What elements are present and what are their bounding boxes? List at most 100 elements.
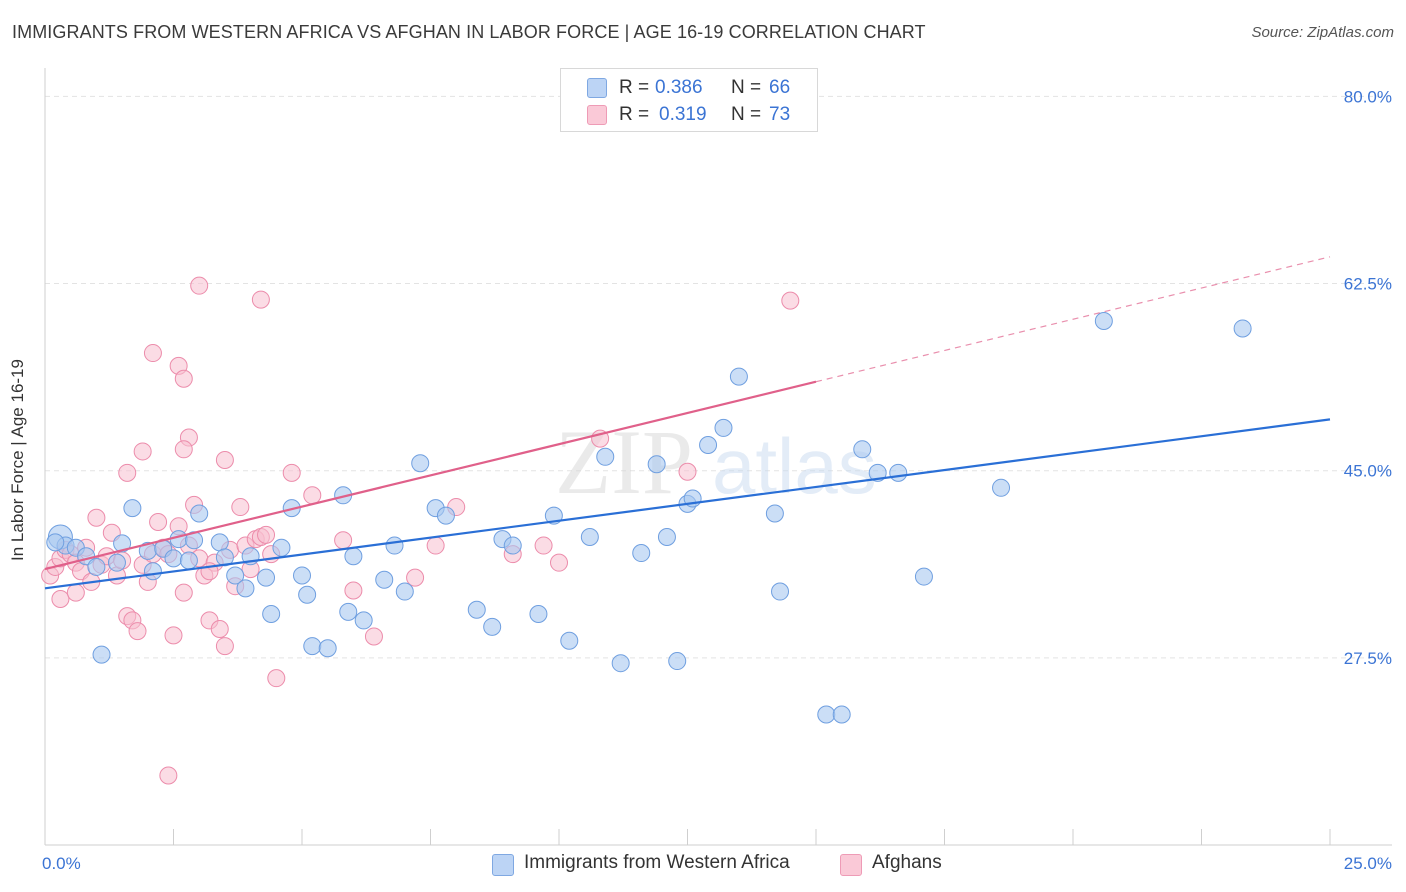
data-point-western-africa [729,367,748,386]
axes [44,68,1392,846]
data-point-western-africa [236,579,255,598]
legend-n-label: N = [731,77,762,98]
correlation-legend: R = 0.386 N = 66 R = 0.319 N = 73 [560,68,818,132]
data-point-afghans [257,525,276,544]
legend-n-value: 73 [769,104,791,125]
data-point-western-africa [992,478,1011,497]
data-point-afghans [128,622,147,641]
data-point-afghans [267,669,286,688]
data-point-western-africa [185,531,204,550]
data-point-western-africa [467,600,486,619]
data-point-afghans [190,276,209,295]
data-point-western-africa [354,611,373,630]
data-point-western-africa [853,440,872,459]
data-point-western-africa [714,418,733,437]
tick-labels: 27.5% 45.0% 62.5% 80.0% 0.0% 25.0% [42,87,1392,873]
legend-label: Afghans [872,852,942,873]
data-point-western-africa [46,533,65,552]
data-point-afghans [781,291,800,310]
y-axis-label: In Labor Force | Age 16-19 [8,359,27,561]
data-point-western-africa [817,705,836,724]
data-point-western-africa [560,631,579,650]
chart-title: IMMIGRANTS FROM WESTERN AFRICA VS AFGHAN… [12,22,926,42]
data-point-afghans [303,486,322,505]
legend-swatch-pink [840,854,862,876]
data-point-western-africa [262,605,281,623]
data-point-western-africa [215,548,234,567]
watermark-atlas: atlas [712,422,877,510]
data-point-afghans [534,536,553,555]
data-point-western-africa [190,504,209,523]
trend-line-afghans [44,380,817,571]
data-point-western-africa [1094,311,1113,330]
legend-r-value: 0.319 [659,104,707,125]
data-point-western-africa [436,506,455,525]
data-point-afghans [334,531,353,550]
data-point-afghans [159,766,178,785]
data-point-western-africa [914,567,933,586]
data-point-afghans [550,553,568,572]
data-point-afghans [344,581,363,600]
legend-swatch-blue [587,78,607,98]
data-point-afghans [215,637,234,656]
data-point-afghans [406,568,425,587]
data-point-western-africa [375,570,394,589]
data-point-western-africa [210,533,229,552]
legend-n-value: 66 [769,77,791,98]
data-point-afghans [174,583,193,602]
legend-label: Immigrants from Western Africa [524,852,790,873]
data-point-afghans [174,369,193,388]
data-point-afghans [66,583,85,602]
trend-line-western-africa [44,418,1331,590]
series-western-africa [46,311,1252,724]
data-point-western-africa [771,582,790,601]
data-point-western-africa [580,528,599,546]
x-tick-label: 0.0% [42,854,81,873]
data-point-afghans [118,463,137,482]
data-point-western-africa [164,549,183,568]
data-point-western-africa [113,534,132,553]
data-point-western-africa [272,538,291,557]
data-point-afghans [87,508,106,527]
data-point-western-africa [868,463,887,482]
data-point-western-africa [339,602,358,621]
data-point-western-africa [657,528,676,546]
data-point-western-africa [889,463,908,482]
data-point-western-africa [143,562,162,581]
data-point-western-africa [179,551,198,570]
data-point-afghans [426,536,445,555]
data-point-afghans [133,442,152,461]
data-point-afghans [149,513,168,532]
data-point-western-africa [303,637,322,656]
y-tick-label: 80.0% [1344,87,1392,106]
watermark-zip: ZIP [555,411,693,513]
data-point-western-africa [483,617,502,636]
data-point-western-africa [87,557,106,576]
legend-swatch-blue [492,854,514,876]
data-point-western-africa [318,639,337,658]
data-point-western-africa [699,436,718,455]
data-point-western-africa [529,605,548,623]
data-point-western-africa [385,536,404,555]
data-point-western-africa [765,504,784,523]
trend-line-afghans-extension [815,256,1331,383]
data-point-afghans [231,498,250,517]
data-point-western-africa [411,454,430,473]
data-point-afghans [251,290,270,309]
legend-swatch-pink [587,105,607,125]
y-tick-label: 27.5% [1344,649,1392,668]
legend-r-label: R = [619,104,650,125]
data-point-afghans [143,344,162,363]
legend-n-label: N = [731,104,762,125]
data-point-afghans [282,463,301,482]
data-point-western-africa [344,547,363,566]
x-tick-label: 25.0% [1344,854,1392,873]
data-point-afghans [215,451,234,469]
legend-r-label: R = [619,77,650,98]
data-point-afghans [51,590,70,609]
data-point-afghans [364,627,383,646]
data-point-western-africa [668,652,687,671]
data-point-afghans [164,626,183,645]
data-point-western-africa [503,536,522,555]
